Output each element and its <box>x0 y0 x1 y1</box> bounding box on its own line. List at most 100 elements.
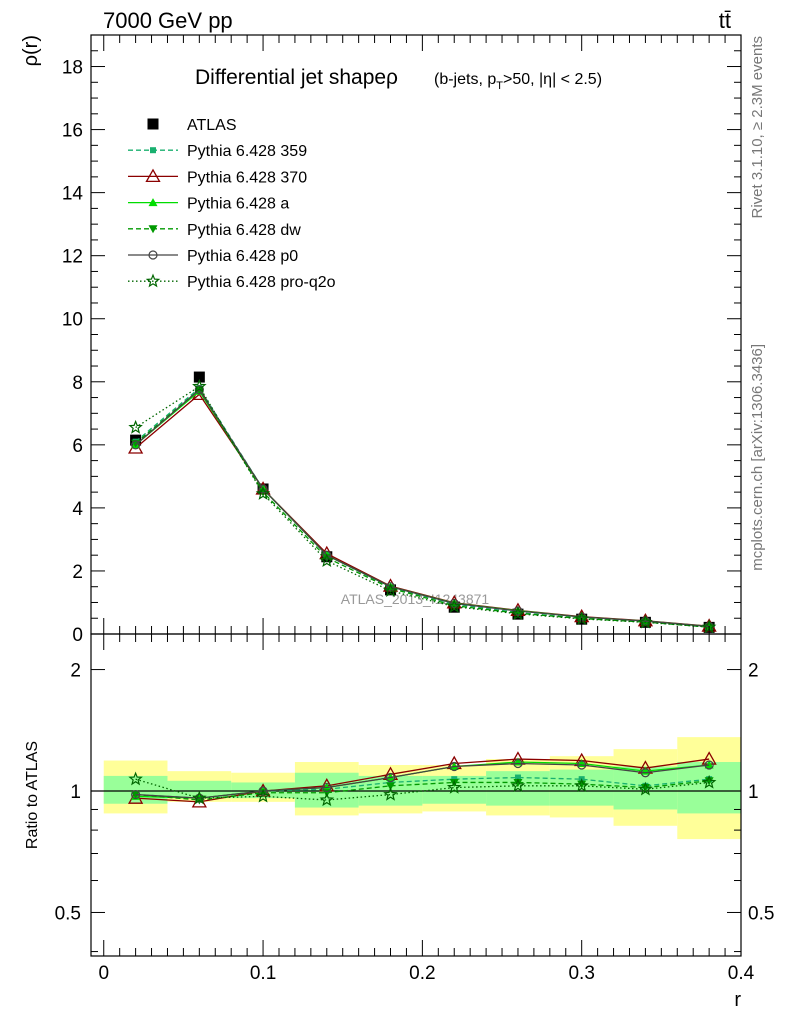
ratio-series-3-point-8 <box>640 784 650 793</box>
header-left: 7000 GeV pp <box>103 8 233 33</box>
legend-item-5: Pythia 6.428 p0 <box>128 248 298 265</box>
main-series-6 <box>128 378 717 634</box>
main-series-5-point-3 <box>322 550 332 560</box>
legend-item-0-marker <box>147 118 159 130</box>
main-series-6-point-0 <box>128 419 143 434</box>
main-series-6-line <box>135 385 710 628</box>
ratio-series-5-point-1 <box>192 790 207 805</box>
ratio-xtick-label-1: 0.1 <box>250 963 276 984</box>
main-title-text: Differential jet shapeρ <box>195 66 398 89</box>
legend-item-1-label: Pythia 6.428 359 <box>187 143 307 160</box>
main-series-5-point-1 <box>194 385 204 395</box>
ratio-frame <box>90 633 742 957</box>
main-ytick-label-3: 6 <box>72 436 83 457</box>
main-ytick-label-5: 10 <box>62 310 83 331</box>
ratio-series-5-point-0 <box>128 771 143 786</box>
main-series-6-point-4 <box>383 583 398 597</box>
ratio-series-4-point-3 <box>322 782 332 793</box>
legend-item-6-marker <box>145 273 161 288</box>
ratio-series-5-point-3 <box>319 792 335 807</box>
ratio-ytick-label-right-1: 1 <box>748 782 759 803</box>
main-series-6-point-5 <box>446 598 462 613</box>
legend-item-4-marker <box>148 225 158 234</box>
ratio-series-3-point-6 <box>513 778 523 787</box>
main-title: Differential jet shapeρ (b-jets, pT>50, … <box>195 66 602 92</box>
legend-item-6: Pythia 6.428 pro-q2o <box>128 273 336 291</box>
ratio-series-3-point-7 <box>577 780 587 789</box>
ratio-series-4-point-7 <box>577 760 587 770</box>
main-series-6-point-2 <box>255 486 271 500</box>
legend-item-2-label: Pythia 6.428 370 <box>187 169 307 186</box>
main-title-subtitle: (b-jets, pT>50, |η| < 2.5) <box>434 71 602 92</box>
ratio-series-4-point-6 <box>513 758 523 769</box>
main-series-5-point-2 <box>258 484 268 494</box>
main-ylabel: ρ(r) <box>20 35 42 66</box>
legend-item-4: Pythia 6.428 dw <box>128 222 301 239</box>
ratio-ytick-label-left-2: 2 <box>70 661 81 682</box>
main-series-6-point-3 <box>319 553 335 568</box>
main-series-6-point-8 <box>638 614 653 629</box>
legend-item-5-label: Pythia 6.428 p0 <box>187 248 298 265</box>
ratio-series-3-point-9 <box>704 777 714 786</box>
main-ytick-label-6: 12 <box>62 247 83 268</box>
ratio-series-5-point-6 <box>510 778 526 793</box>
legend-item-5-marker <box>148 250 158 260</box>
rivet-label: Rivet 3.1.10, ≥ 2.3M events <box>749 36 766 219</box>
main-ytick-label-1: 2 <box>72 562 83 583</box>
main-series-0-point-1 <box>193 371 205 383</box>
main-ytick-label-8: 16 <box>62 121 83 142</box>
legend-item-0: ATLAS <box>147 117 237 134</box>
main-series-6-point-6 <box>510 606 526 621</box>
ratio-series-5-point-5 <box>446 779 462 794</box>
ratio-xlabel: r <box>734 989 741 1011</box>
ratio-xtick-label-2: 0.2 <box>409 963 435 984</box>
main-series-6-point-1 <box>192 378 207 393</box>
legend-item-1-marker <box>150 147 156 154</box>
ratio-ytick-label-right-2: 2 <box>748 661 759 682</box>
mcplots-label: mcplots.cern.ch [arXiv:1306.3436] <box>749 344 766 571</box>
main-series-5-point-0 <box>131 440 141 450</box>
legend-item-2: Pythia 6.428 370 <box>128 168 307 186</box>
header-right: tt̄ <box>719 8 731 33</box>
legend-item-0-label: ATLAS <box>187 117 237 134</box>
ratio-series-5-point-7 <box>574 778 589 793</box>
ratio-series-5-point-4 <box>383 786 398 801</box>
ratio-series-5-point-2 <box>255 788 271 803</box>
ratio-series-4-point-9 <box>704 760 714 770</box>
legend-item-6-label: Pythia 6.428 pro-q2o <box>187 274 336 291</box>
ratio-series-0-point-6 <box>514 774 521 781</box>
main-ytick-label-9: 18 <box>62 58 83 79</box>
ratio-series-4-point-5 <box>449 761 459 772</box>
ratio-band-inner-9 <box>677 762 741 814</box>
ratio-ytick-label-left-0: 0.5 <box>55 903 81 924</box>
main-series-5-point-4 <box>385 582 396 592</box>
ratio-ytick-label-right-0: 0.5 <box>748 903 774 924</box>
legend-item-3-label: Pythia 6.428 a <box>187 196 289 213</box>
main-ytick-label-0: 0 <box>72 625 83 646</box>
legend: ATLAS Pythia 6.428 359 Pythia 6.428 370 Pyt… <box>128 117 336 291</box>
main-ytick-label-7: 14 <box>62 184 84 205</box>
ratio-series-4-line <box>135 762 710 799</box>
ratio-series-4-point-4 <box>385 772 396 783</box>
legend-item-3: Pythia 6.428 a <box>128 196 289 213</box>
ratio-ylabel: Ratio to ATLAS <box>24 741 41 849</box>
ratio-xtick-label-4: 0.4 <box>728 963 755 984</box>
main-ytick-label-2: 4 <box>72 499 83 520</box>
ratio-series-2-point-9 <box>704 760 714 769</box>
ratio-series-4-point-2 <box>258 786 268 796</box>
ratio-xtick-label-0: 0 <box>98 963 109 984</box>
legend-item-3-marker <box>148 198 158 207</box>
legend-item-2-marker <box>145 168 161 183</box>
ratio-series-4-point-8 <box>640 768 651 778</box>
main-ytick-label-4: 8 <box>72 373 83 394</box>
ratio-series-5-point-9 <box>701 774 717 789</box>
ratio-series-5 <box>128 771 717 807</box>
ratio-band-inner-1 <box>167 780 232 799</box>
ratio-series-4-point-0 <box>131 789 141 800</box>
ratio-series-5-point-8 <box>638 781 653 796</box>
ratio-series <box>127 751 717 808</box>
ratio-ytick-label-left-1: 1 <box>70 782 81 803</box>
